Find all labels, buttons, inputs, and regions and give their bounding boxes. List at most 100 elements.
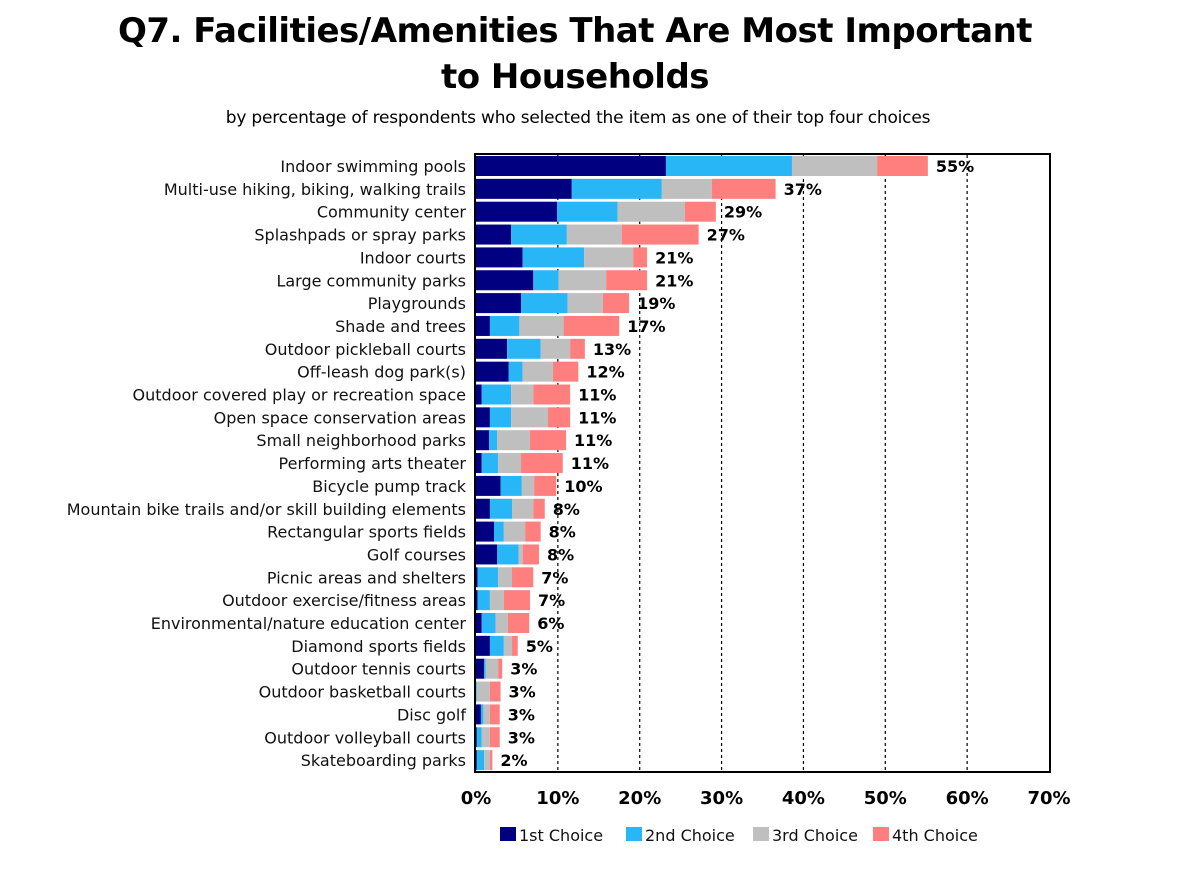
category-label: Splashpads or spray parks [254,226,466,245]
bar-segment-1st-choice [476,635,490,656]
bar-segment-4th-choice [489,727,500,748]
bar-segment-3rd-choice [566,224,622,245]
total-value-label: 11% [571,454,609,473]
legend-label: 4th Choice [892,826,978,845]
plot-frame [474,153,1051,773]
total-value-label: 3% [508,705,535,724]
x-tick-label: 70% [1027,788,1070,809]
bar-row [476,407,571,428]
category-label: Diamond sports fields [291,637,466,656]
chart-title-line-2: to Households [440,57,710,97]
bar-segment-2nd-choice [665,156,792,176]
legend-label: 2nd Choice [645,826,735,845]
bar-segment-3rd-choice [498,567,513,588]
category-label: Indoor courts [360,248,466,267]
bar-row [476,270,648,291]
bar-segment-1st-choice [476,270,534,291]
bar-segment-2nd-choice [484,658,486,679]
bar-segment-3rd-choice [791,156,878,176]
category-label: Environmental/nature education center [151,614,467,633]
bar-segment-1st-choice [476,658,485,679]
x-tick-label: 10% [536,788,579,809]
category-label: Open space conservation areas [214,408,466,427]
legend-item: 4th Choice [873,826,978,845]
total-value-label: 2% [500,751,527,770]
bar-row [476,475,557,496]
bar-segment-3rd-choice [483,704,490,725]
bar-segment-3rd-choice [498,453,522,474]
bar-segment-2nd-choice [489,498,513,519]
chart-subtitle: by percentage of respondents who selecte… [225,108,931,128]
x-tick-label: 30% [700,788,743,809]
bar-segment-3rd-choice [485,658,499,679]
legend: 1st Choice 2nd Choice 3rd Choice 4th Choice [500,826,978,845]
bar-segment-2nd-choice [489,407,512,428]
chart-title-line-1: Q7. Facilities/Amenities That Are Most I… [117,11,1033,51]
legend-label: 1st Choice [519,826,603,845]
bar-segment-3rd-choice [511,407,549,428]
bar-segment-4th-choice [530,430,567,451]
total-value-label: 13% [593,340,631,359]
bar-segment-1st-choice [476,156,666,176]
total-value-label: 11% [578,408,616,427]
x-tick-label: 0% [461,788,492,809]
bar-segment-1st-choice [476,338,508,359]
x-tick-label: 40% [782,788,825,809]
bar-segment-2nd-choice [489,430,498,451]
chart-title: Q7. Facilities/Amenities That Are Most I… [0,8,1150,100]
bar-segment-1st-choice [476,453,482,474]
category-label: Outdoor tennis courts [291,660,466,679]
total-value-label: 3% [509,683,536,702]
bars-group [476,156,928,771]
bar-row [476,590,531,611]
category-label: Community center [317,203,467,222]
category-label: Outdoor volleyball courts [264,728,466,747]
bar-segment-4th-choice [512,635,518,656]
bar-segment-2nd-choice [557,201,618,222]
bar-segment-4th-choice [711,178,776,199]
bar-segment-4th-choice [521,453,563,474]
category-labels: Indoor swimming pools Multi-use hiking, b… [67,157,467,770]
bar-segment-4th-choice [534,475,557,496]
bar-segment-1st-choice [476,498,490,519]
bar-row [476,156,928,176]
bar-segment-3rd-choice [661,178,712,199]
bar-segment-3rd-choice [540,338,571,359]
bar-segment-3rd-choice [617,201,685,222]
bar-segment-4th-choice [533,498,545,519]
bar-segment-3rd-choice [522,361,553,382]
bar-segment-2nd-choice [481,453,499,474]
bar-segment-4th-choice [684,201,716,222]
total-value-label: 8% [547,545,574,564]
bar-segment-3rd-choice [584,247,634,268]
bar-segment-3rd-choice [521,475,535,496]
bar-segment-4th-choice [522,544,540,565]
bar-segment-3rd-choice [511,384,534,405]
bar-segment-3rd-choice [567,293,603,314]
bar-segment-1st-choice [476,361,509,382]
bar-row [476,178,776,199]
bar-segment-2nd-choice [481,613,496,633]
bar-segment-3rd-choice [484,750,490,771]
bar-segment-4th-choice [621,224,699,245]
bar-segment-1st-choice [476,567,478,588]
category-label: Mountain bike trails and/or skill buildi… [67,500,466,519]
total-value-label: 19% [637,294,675,313]
bar-row [476,521,541,542]
category-label: Playgrounds [368,294,466,313]
total-value-label: 8% [553,500,580,519]
bar-segment-1st-choice [476,430,490,451]
bar-row [476,544,540,565]
category-label: Outdoor pickleball courts [265,340,466,359]
category-label: Off-leash dog park(s) [297,363,466,382]
bar-segment-1st-choice [476,201,558,222]
category-label: Bicycle pump track [312,477,466,496]
bar-segment-1st-choice [476,224,512,245]
category-label: Outdoor covered play or recreation space [133,386,466,405]
bar-segment-3rd-choice [495,613,508,633]
bar-row [476,338,585,359]
bar-segment-1st-choice [476,613,482,633]
bar-segment-2nd-choice [511,224,567,245]
bar-row [476,681,501,702]
